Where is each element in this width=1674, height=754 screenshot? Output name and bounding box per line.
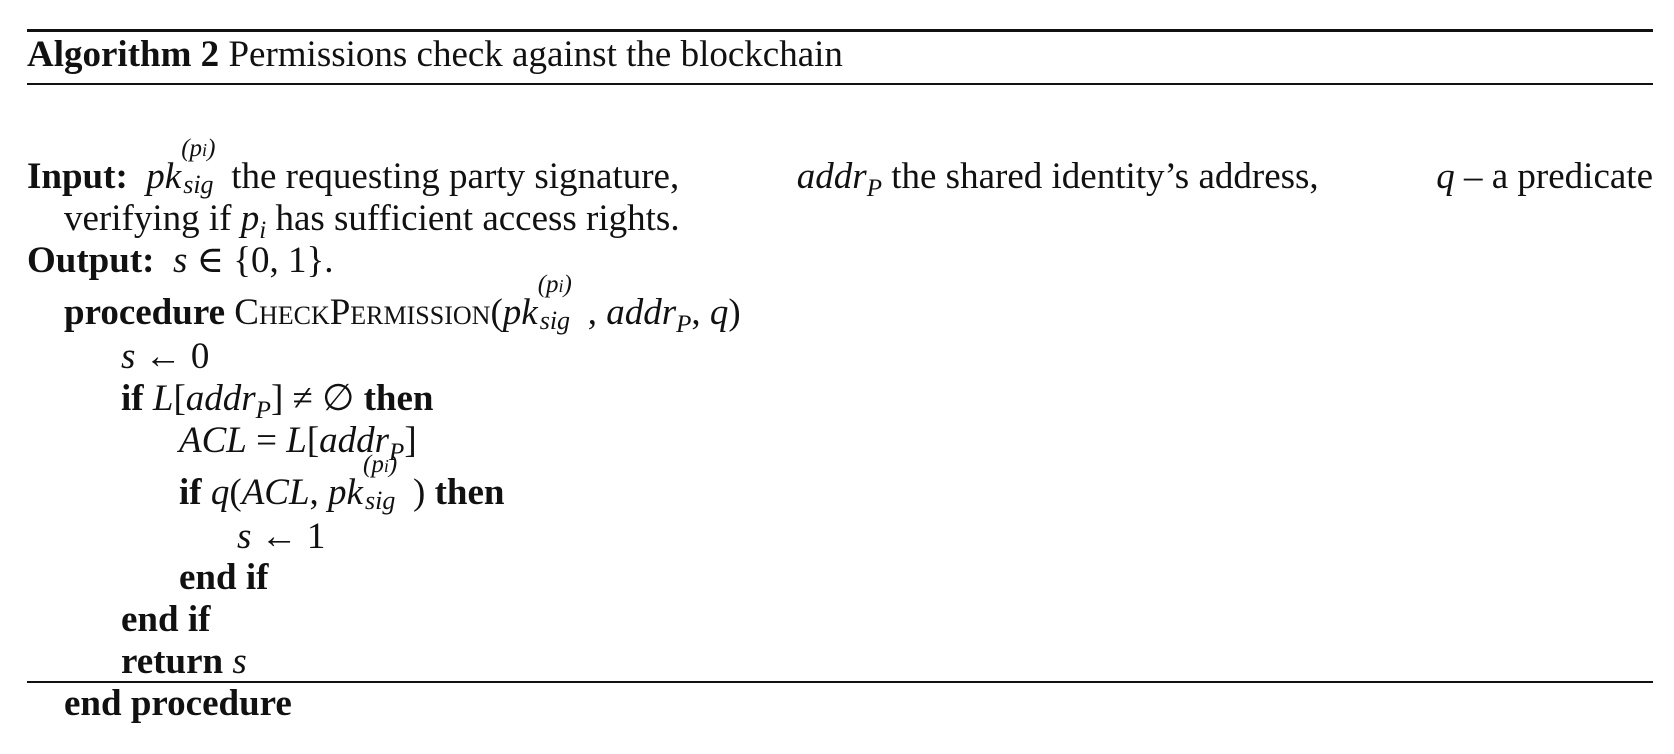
- input-part-c: q – a predicate: [1436, 155, 1653, 197]
- caption-rule: [27, 83, 1653, 85]
- algorithm-caption: Algorithm 2 Permissions check against th…: [27, 32, 1653, 83]
- end-if-inner: end if: [179, 556, 269, 598]
- algorithm-title: Permissions check against the blockchain: [228, 34, 843, 75]
- pk-symbol: pk: [137, 155, 182, 197]
- end-if-outer: end if: [121, 598, 211, 640]
- output-label: Output:: [27, 239, 155, 281]
- input-label: Input:: [27, 155, 128, 197]
- top-rule: [27, 29, 1653, 32]
- acl-assign-line: ACL = L[addrP]: [179, 419, 417, 466]
- input-part-b: addrP the shared identity’s address,: [796, 155, 1319, 202]
- algorithm-label: Algorithm 2: [27, 34, 220, 75]
- procedure-keyword: procedure: [64, 291, 226, 333]
- input-line: Input: pk (pi) sig the requesting party sig…: [27, 134, 1653, 211]
- if-line-outer: if L[addrP] ≠ ∅ then: [121, 377, 434, 424]
- input-text-1: the requesting party signature,: [231, 155, 680, 197]
- input-text-2: the shared identity’s address,: [891, 155, 1319, 197]
- procedure-name: CheckPermission: [234, 291, 491, 333]
- input-part-a: Input: pk (pi) sig the requesting party sig…: [27, 134, 680, 211]
- output-expr: s: [163, 239, 188, 281]
- procedure-line: procedure CheckPermission(pk (pi) sig, add…: [64, 270, 741, 338]
- output-line: Output: s ∈ {0, 1}.: [27, 239, 334, 281]
- pk-index: (pi) sig: [181, 134, 216, 199]
- input-text-3: – a predicate: [1464, 155, 1653, 197]
- algorithm-block: Algorithm 2 Permissions check against th…: [27, 29, 1653, 728]
- input-continuation: verifying if pi has sufficient access ri…: [64, 197, 680, 244]
- input-text-5: has sufficient access rights.: [275, 197, 680, 239]
- return-line: return s: [121, 640, 247, 682]
- assign-one-line: s ← 1: [237, 515, 326, 557]
- input-text-4: verifying if: [64, 197, 232, 239]
- assign-zero-line: s ← 0: [121, 335, 210, 377]
- end-procedure-line: end procedure: [64, 682, 292, 724]
- algorithm-body: Input: pk (pi) sig the requesting party sig…: [27, 85, 1653, 728]
- bottom-rule: [27, 681, 1653, 683]
- if-line-inner: if q(ACL, pk (pi) sig) then: [179, 450, 505, 515]
